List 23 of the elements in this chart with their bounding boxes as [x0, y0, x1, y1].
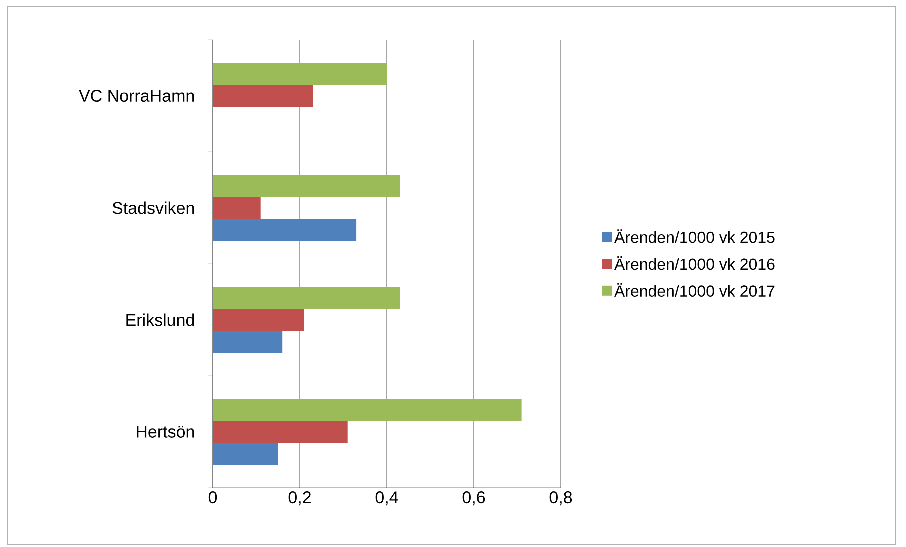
bar [213, 443, 278, 466]
x-tick-label: 0 [208, 492, 218, 504]
y-tick-label: Erikslund [126, 314, 194, 326]
bar [213, 309, 304, 332]
bar [213, 331, 283, 354]
y-tick-label: Stadsviken [112, 202, 194, 214]
legend-label: Ärenden/1000 vk 2015 [614, 230, 775, 244]
bar [213, 175, 400, 198]
bar [213, 399, 522, 422]
bar [213, 421, 348, 444]
x-tick-label: 0,2 [288, 492, 311, 506]
legend-label: Ärenden/1000 vk 2016 [614, 256, 775, 270]
bar [213, 63, 387, 86]
x-tick-label: 0,4 [376, 492, 398, 506]
bar [213, 85, 314, 108]
bar [213, 287, 400, 310]
y-tick-label: Hertsön [137, 426, 194, 438]
x-tick-label: 0,8 [550, 492, 572, 506]
legend-label: Ärenden/1000 vk 2017 [614, 283, 775, 297]
x-tick-label: 0,6 [462, 492, 486, 506]
y-tick-label: VC NorraHamn [79, 90, 194, 102]
bar [213, 219, 357, 242]
bar [213, 197, 261, 220]
